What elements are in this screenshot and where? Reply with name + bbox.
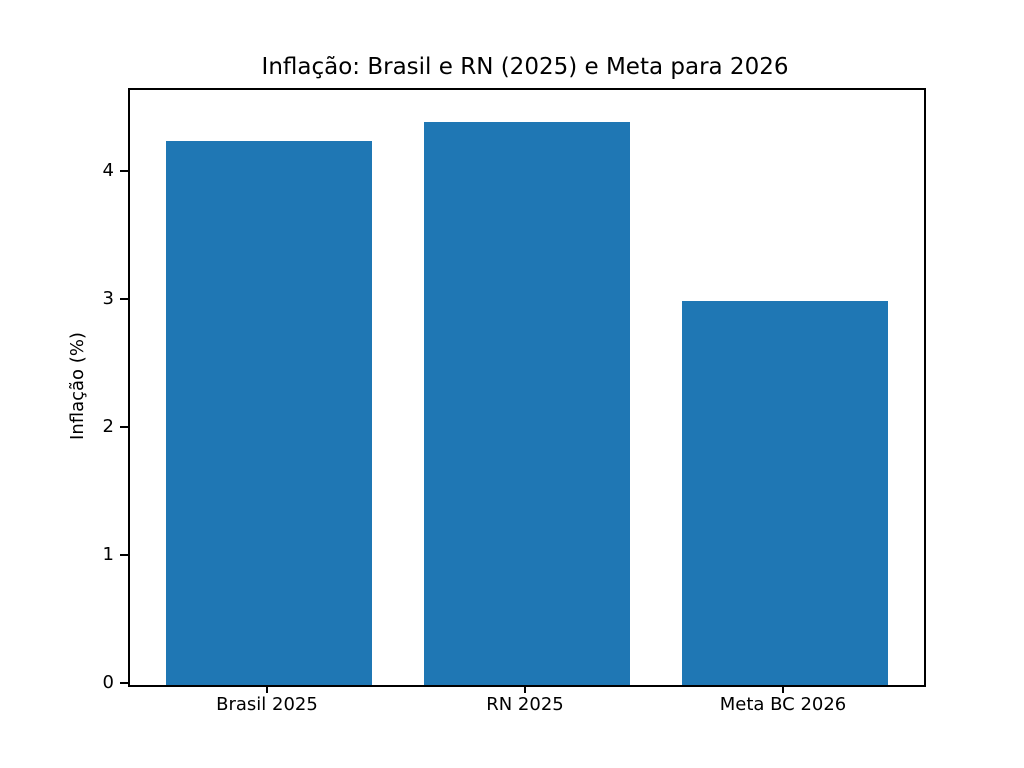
y-tick-mark: [120, 426, 128, 428]
y-tick-label: 0: [102, 672, 114, 693]
y-tick-label: 1: [102, 544, 114, 565]
x-tick-mark: [266, 685, 268, 693]
y-tick-label: 3: [102, 288, 114, 309]
bar-meta-bc-2026: [682, 301, 888, 685]
bar-rn-2025: [424, 122, 630, 685]
y-tick-label: 2: [102, 416, 114, 437]
y-tick-mark: [120, 554, 128, 556]
y-tick-mark: [120, 298, 128, 300]
x-tick-mark: [782, 685, 784, 693]
x-tick-label: Brasil 2025: [216, 694, 318, 715]
y-tick-label: 4: [102, 160, 114, 181]
x-tick-label: Meta BC 2026: [719, 694, 847, 715]
y-tick-mark: [120, 170, 128, 172]
chart-title: Inflação: Brasil e RN (2025) e Meta para…: [261, 54, 789, 80]
bar-brasil-2025: [166, 141, 372, 685]
y-axis-label: Inflação (%): [67, 332, 88, 440]
plot-area: [128, 88, 926, 687]
y-tick-mark: [120, 682, 128, 684]
x-tick-mark: [524, 685, 526, 693]
x-tick-label: RN 2025: [486, 694, 564, 715]
